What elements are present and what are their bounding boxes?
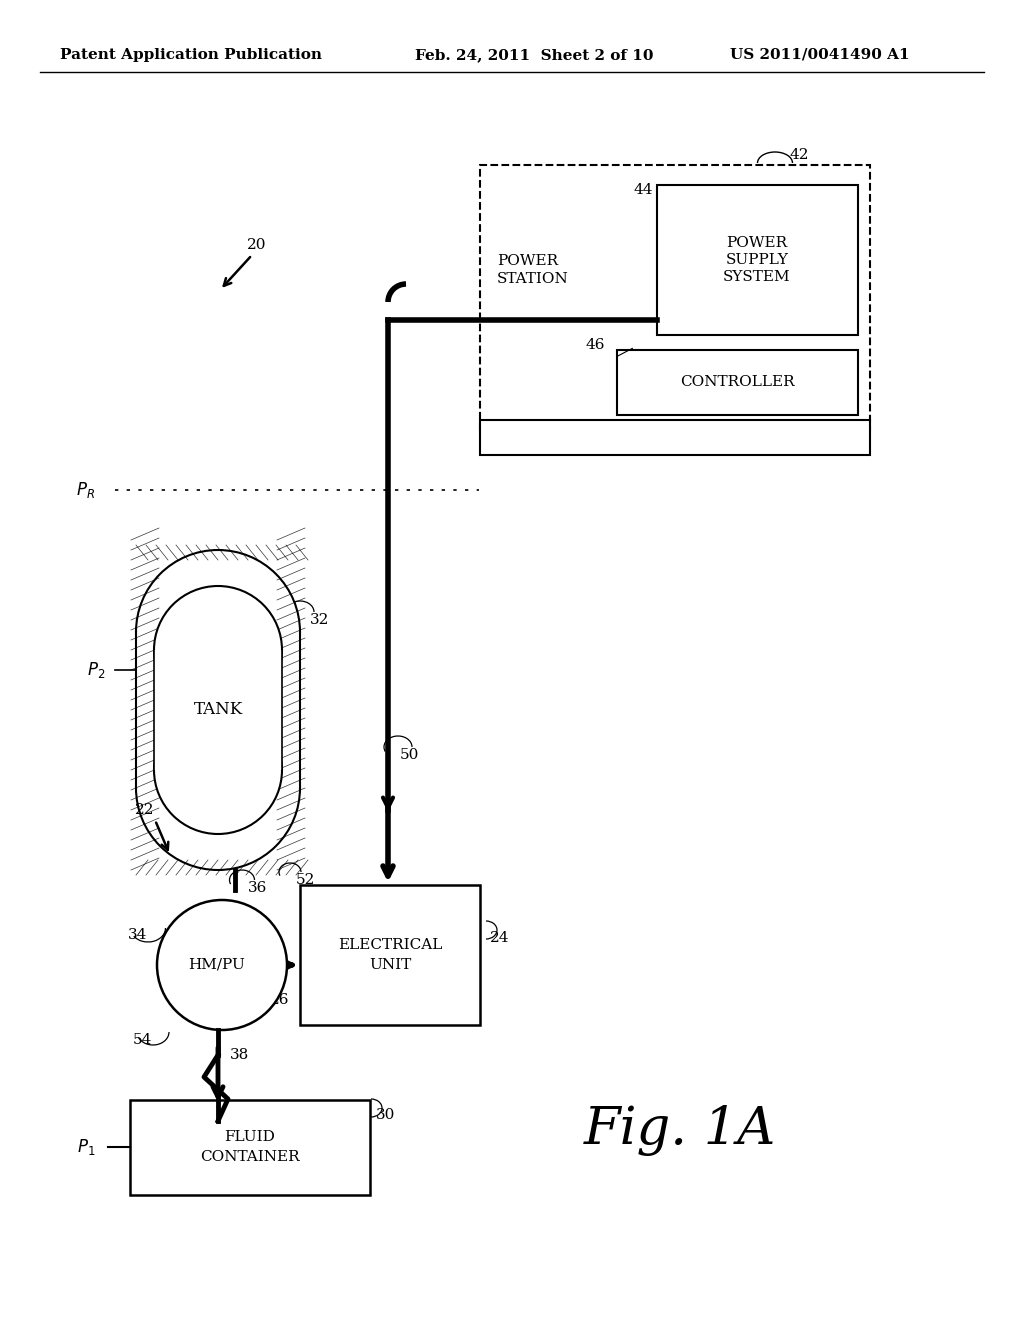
Text: 24: 24 bbox=[490, 931, 510, 945]
Text: FLUID
CONTAINER: FLUID CONTAINER bbox=[200, 1130, 300, 1164]
Text: $P_2$: $P_2$ bbox=[87, 660, 105, 680]
Bar bbox=[480, 420, 870, 455]
Ellipse shape bbox=[136, 550, 300, 714]
Text: 50: 50 bbox=[400, 748, 420, 762]
Text: HM/PU: HM/PU bbox=[188, 958, 246, 972]
Text: $P_1$: $P_1$ bbox=[77, 1137, 95, 1158]
Bar bbox=[300, 884, 480, 1026]
Bar bbox=[480, 165, 870, 430]
Bar bbox=[130, 1100, 370, 1195]
Ellipse shape bbox=[154, 706, 282, 834]
Text: 22: 22 bbox=[135, 803, 155, 817]
Bar bbox=[617, 350, 858, 414]
Text: Fig. 1A: Fig. 1A bbox=[584, 1105, 776, 1155]
Bar bbox=[657, 185, 858, 335]
Text: POWER
STATION: POWER STATION bbox=[497, 253, 568, 286]
Ellipse shape bbox=[136, 706, 300, 870]
Bar bbox=[136, 632, 300, 788]
Text: TANK: TANK bbox=[194, 701, 243, 718]
Text: 30: 30 bbox=[376, 1107, 395, 1122]
Text: Feb. 24, 2011  Sheet 2 of 10: Feb. 24, 2011 Sheet 2 of 10 bbox=[415, 48, 653, 62]
Text: 44: 44 bbox=[633, 183, 652, 197]
Ellipse shape bbox=[154, 586, 282, 714]
Circle shape bbox=[157, 900, 287, 1030]
Text: 34: 34 bbox=[128, 928, 147, 942]
Bar bbox=[154, 649, 282, 770]
Text: POWER
SUPPLY
SYSTEM: POWER SUPPLY SYSTEM bbox=[723, 236, 791, 284]
Text: 26: 26 bbox=[270, 993, 290, 1007]
Text: US 2011/0041490 A1: US 2011/0041490 A1 bbox=[730, 48, 909, 62]
Text: 42: 42 bbox=[790, 148, 810, 162]
Text: CONTROLLER: CONTROLLER bbox=[680, 375, 795, 389]
Text: ELECTRICAL
UNIT: ELECTRICAL UNIT bbox=[338, 939, 442, 972]
Text: 32: 32 bbox=[310, 612, 330, 627]
Text: 54: 54 bbox=[133, 1034, 153, 1047]
Text: Patent Application Publication: Patent Application Publication bbox=[60, 48, 322, 62]
Text: 36: 36 bbox=[248, 880, 267, 895]
Text: 46: 46 bbox=[585, 338, 604, 352]
Text: 38: 38 bbox=[230, 1048, 249, 1063]
Text: 20: 20 bbox=[247, 238, 266, 252]
Text: 52: 52 bbox=[296, 873, 315, 887]
Text: $P_R$: $P_R$ bbox=[76, 480, 95, 500]
